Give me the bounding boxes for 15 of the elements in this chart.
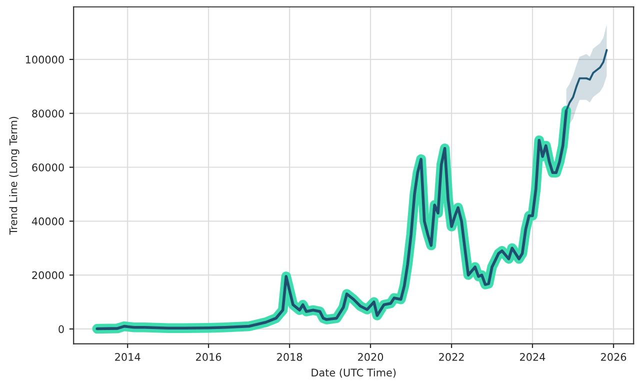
y-tick-label: 60000 (32, 163, 64, 172)
y-tick-label: 100000 (26, 56, 64, 64)
y-tick-label: 80000 (32, 110, 64, 118)
x-tick-label: 2018 (277, 353, 302, 361)
x-tick-label: 2014 (115, 353, 140, 361)
x-tick-label: 2024 (520, 353, 546, 361)
x-tick-label: 2026 (601, 353, 626, 361)
x-tick-label: 2020 (358, 353, 384, 361)
y-tick-label: 20000 (32, 271, 64, 280)
y-axis-title: Trend Line (Long Term) (9, 116, 20, 235)
x-tick-label: 2022 (439, 353, 464, 361)
x-tick-label: 2016 (196, 353, 222, 361)
x-axis-title: Date (UTC Time) (312, 368, 396, 378)
y-tick-label: 0 (58, 325, 64, 334)
y-tick-label: 40000 (32, 217, 64, 226)
